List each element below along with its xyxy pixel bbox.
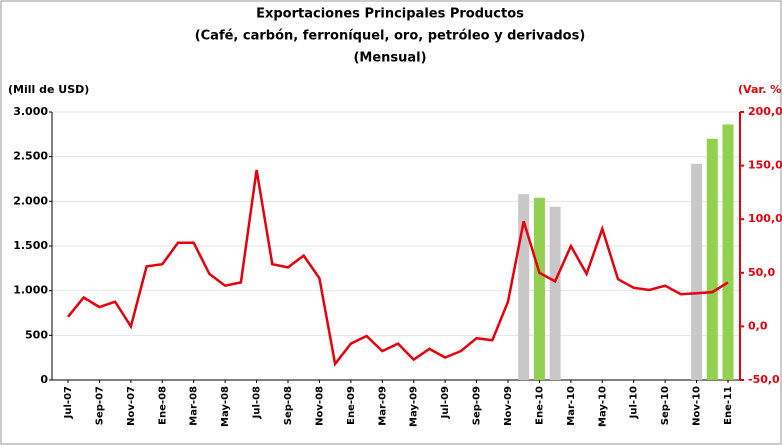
- x-tick-label: Ene-08: [157, 386, 168, 425]
- x-tick-label: May-10: [597, 386, 608, 427]
- y-tick-label: 3.000: [13, 105, 48, 118]
- y2-tick-label: -50,0: [748, 373, 780, 386]
- bar: [518, 194, 530, 380]
- x-tick-label: Mar-08: [189, 386, 200, 426]
- x-tick-label: Nov-08: [314, 386, 325, 426]
- y-tick-label: 1.500: [13, 239, 48, 252]
- y2-tick-label: 150,0: [748, 159, 782, 172]
- y-tick-label: 1.000: [13, 284, 48, 297]
- y-tick-label: 500: [25, 328, 48, 341]
- x-tick-label: Nov-09: [503, 386, 514, 426]
- chart-title: Exportaciones Principales Productos: [256, 7, 524, 22]
- x-tick-label: Ene-10: [534, 386, 545, 425]
- x-tick-label: Sep-07: [94, 386, 105, 425]
- bar: [706, 138, 718, 380]
- y-tick-label: 0: [40, 373, 48, 386]
- bar: [722, 124, 734, 380]
- x-tick-label: Sep-09: [472, 386, 483, 425]
- bar: [691, 163, 703, 380]
- x-tick-label: Jul-07: [63, 386, 74, 419]
- y-tick-label: 2.500: [13, 150, 48, 163]
- x-tick-label: Mar-09: [377, 386, 388, 426]
- x-tick-label: Jul-08: [252, 386, 263, 419]
- y-axis-label: (Mill de USD): [8, 83, 89, 96]
- chart-title: (Mensual): [353, 51, 426, 66]
- y2-tick-label: 200,0: [748, 105, 782, 118]
- y2-axis-label: (Var. % anual): [738, 83, 782, 96]
- x-tick-label: Sep-08: [283, 386, 294, 425]
- y2-tick-label: 50,0: [748, 266, 775, 279]
- y2-tick-label: 100,0: [748, 212, 782, 225]
- x-tick-label: Mar-10: [566, 386, 577, 426]
- x-tick-label: Sep-10: [660, 386, 671, 425]
- bar: [549, 206, 561, 380]
- x-tick-label: Jul-10: [629, 386, 640, 419]
- bar: [533, 197, 545, 380]
- x-tick-label: May-09: [409, 386, 420, 427]
- x-tick-label: Nov-10: [692, 386, 703, 426]
- y-tick-label: 2.000: [13, 194, 48, 207]
- chart-title: (Café, carbón, ferroníquel, oro, petróle…: [195, 29, 586, 44]
- x-tick-label: Ene-11: [723, 386, 734, 425]
- line: [67, 169, 729, 367]
- x-tick-label: Nov-07: [126, 386, 137, 426]
- x-tick-label: Jul-09: [440, 386, 451, 419]
- y2-tick-label: 0,0: [748, 319, 768, 332]
- x-tick-label: May-08: [220, 386, 231, 427]
- x-tick-label: Ene-09: [346, 386, 357, 425]
